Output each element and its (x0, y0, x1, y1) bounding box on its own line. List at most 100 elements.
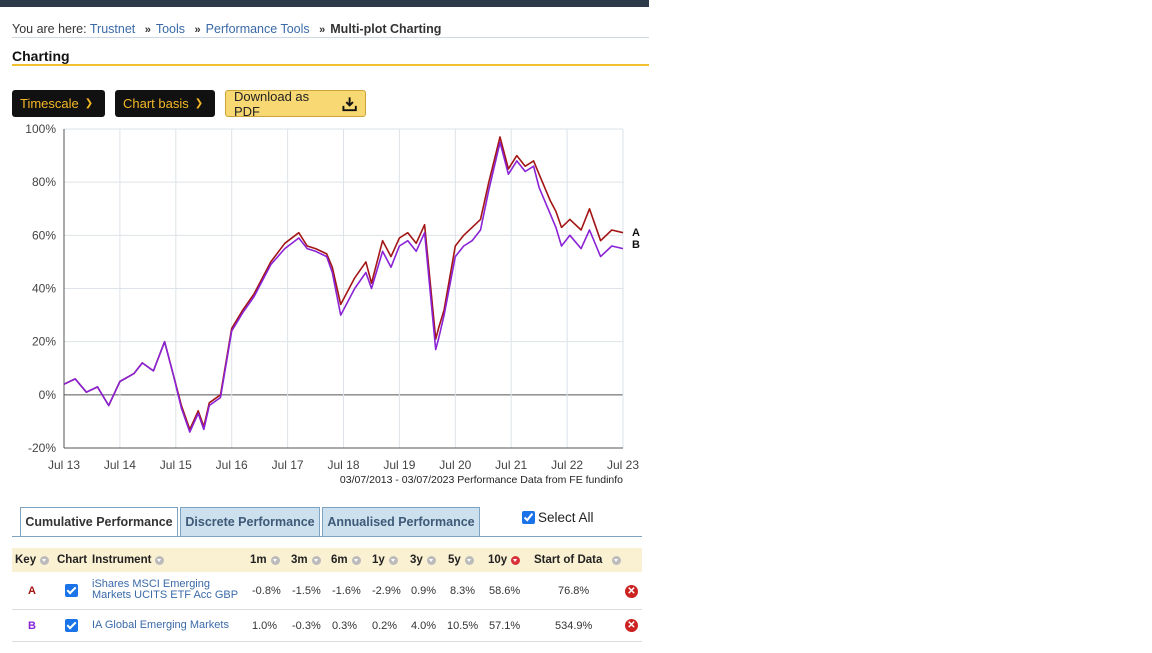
select-all-control[interactable]: Select All (522, 510, 594, 525)
cell-6m: -1.6% (332, 585, 361, 597)
table-header: Key Chart Instrument 1m 3m 6m 1y 3y 5y 1… (12, 548, 642, 572)
cell-3y: 0.9% (411, 585, 437, 597)
chart-basis-label: Chart basis (123, 96, 189, 111)
cell-1y: 0.2% (372, 620, 398, 632)
performance-chart[interactable]: 100% 80% 60% 40% 20% 0% -20% Jul 13 Jul 14 Jul 15… (0, 118, 649, 490)
cell-5y: 8.3% (450, 585, 476, 597)
header-1m[interactable]: 1m (250, 554, 280, 566)
cell-start-of-data: 76.8% (558, 585, 590, 597)
chevron-down-icon: ❯ (194, 98, 204, 109)
header-10y[interactable]: 10y (488, 554, 521, 566)
breadcrumb-performance-tools-link[interactable]: Performance Tools (205, 22, 310, 36)
instrument-link[interactable]: iShares MSCI Emerging Markets UCITS ETF … (92, 578, 239, 601)
header-5y[interactable]: 5y (448, 554, 474, 566)
sort-icon (351, 555, 361, 565)
breadcrumb: You are here: Trustnet » Tools » Performan… (12, 22, 441, 36)
header-instrument[interactable]: Instrument (92, 554, 165, 566)
page-title: Charting (12, 48, 70, 64)
sort-icon (155, 555, 165, 565)
x-tick-label: Jul 14 (104, 458, 136, 472)
timescale-button[interactable]: Timescale ❯ (12, 90, 105, 117)
sort-icon (388, 555, 398, 565)
breadcrumb-divider (12, 37, 649, 38)
breadcrumb-prefix: You are here: (12, 22, 87, 36)
chart-basis-button[interactable]: Chart basis ❯ (115, 90, 215, 117)
sort-icon (40, 555, 50, 565)
cell-5y: 10.5% (447, 620, 479, 632)
row-chart-checkbox[interactable] (65, 584, 78, 597)
x-tick-label: Jul 16 (216, 458, 248, 472)
tab-cumulative-performance[interactable]: Cumulative Performance (20, 507, 178, 537)
chart-source-note: 03/07/2013 - 03/07/2023 Performance Data… (340, 474, 623, 486)
breadcrumb-current: Multi-plot Charting (330, 22, 442, 36)
header-3m[interactable]: 3m (291, 554, 321, 566)
sort-icon (612, 555, 622, 565)
tab-annualised-performance[interactable]: Annualised Performance (322, 507, 480, 537)
series-line-b (63, 141, 624, 433)
timescale-label: Timescale (20, 96, 79, 111)
sort-icon (464, 555, 474, 565)
y-tick-label: 60% (32, 228, 56, 242)
row-key: A (28, 585, 36, 597)
cell-10y: 57.1% (489, 620, 521, 632)
header-1y[interactable]: 1y (372, 554, 398, 566)
download-pdf-button[interactable]: Download as PDF (225, 88, 366, 119)
x-tick-label: Jul 18 (327, 458, 359, 472)
x-tick-label: Jul 17 (272, 458, 304, 472)
cell-1m: 1.0% (252, 620, 278, 632)
sort-icon (311, 555, 321, 565)
table-row: A iShares MSCI Emerging Markets UCITS ET… (12, 573, 642, 610)
instrument-link[interactable]: IA Global Emerging Markets (92, 619, 229, 631)
breadcrumb-separator: » (319, 24, 326, 36)
x-tick-label: Jul 20 (439, 458, 471, 472)
cell-3m: -0.3% (292, 620, 321, 632)
cell-10y: 58.6% (489, 585, 521, 597)
x-tick-label: Jul 22 (551, 458, 583, 472)
row-key: B (28, 620, 36, 632)
header-key[interactable]: Key (15, 554, 50, 566)
download-icon (342, 96, 357, 111)
sort-icon (426, 555, 436, 565)
cell-3m: -1.5% (292, 585, 321, 597)
remove-icon[interactable]: ✕ (625, 585, 638, 598)
cell-1y: -2.9% (372, 585, 401, 597)
select-all-label: Select All (538, 510, 594, 525)
x-tick-label: Jul 21 (495, 458, 527, 472)
cell-start-of-data: 534.9% (555, 620, 593, 632)
cell-1m: -0.8% (252, 585, 281, 597)
x-tick-label: Jul 13 (48, 458, 80, 472)
breadcrumb-trustnet-link[interactable]: Trustnet (89, 22, 136, 36)
y-tick-label: 80% (32, 175, 56, 189)
download-pdf-label: Download as PDF (234, 88, 310, 119)
breadcrumb-separator: » (194, 24, 201, 36)
y-tick-label: -20% (28, 441, 56, 455)
chevron-down-icon: ❯ (84, 98, 94, 109)
tabs-divider (12, 536, 642, 537)
header-6m[interactable]: 6m (331, 554, 361, 566)
y-tick-label: 0% (39, 388, 57, 402)
y-tick-label: 40% (32, 282, 56, 296)
x-tick-label: Jul 23 (607, 458, 639, 472)
cell-3y: 4.0% (411, 620, 437, 632)
series-end-label: B (632, 239, 640, 251)
breadcrumb-separator: » (144, 24, 151, 36)
y-tick-label: 100% (25, 122, 56, 136)
breadcrumb-tools-link[interactable]: Tools (155, 22, 186, 36)
header-chart: Chart (57, 554, 88, 566)
series-end-label: A (632, 227, 640, 239)
select-all-checkbox[interactable] (522, 511, 535, 524)
x-tick-label: Jul 19 (383, 458, 415, 472)
header-3y[interactable]: 3y (410, 554, 436, 566)
x-tick-label: Jul 15 (160, 458, 192, 472)
table-row: B IA Global Emerging Markets 1.0% -0.3% … (12, 610, 642, 642)
sort-icon (270, 555, 280, 565)
header-start-of-data[interactable]: Start of Data (534, 554, 622, 566)
tab-discrete-performance[interactable]: Discrete Performance (180, 507, 320, 537)
sort-active-icon (511, 555, 521, 565)
title-divider (12, 64, 649, 66)
y-tick-label: 20% (32, 335, 56, 349)
remove-icon[interactable]: ✕ (625, 619, 638, 632)
cell-6m: 0.3% (332, 620, 358, 632)
top-bar (0, 0, 649, 7)
row-chart-checkbox[interactable] (65, 619, 78, 632)
